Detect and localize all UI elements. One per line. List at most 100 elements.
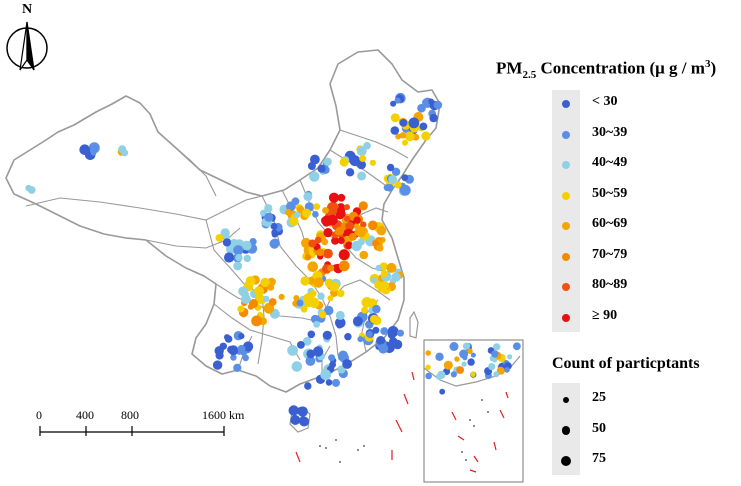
- legend-swatch: [562, 222, 570, 230]
- monitoring-point: [297, 341, 305, 349]
- monitoring-point: [328, 354, 336, 362]
- monitoring-point: [308, 239, 317, 248]
- taiwan-island: [409, 310, 419, 339]
- monitoring-point: [227, 345, 235, 354]
- monitoring-point: [215, 351, 224, 360]
- monitoring-point: [318, 310, 327, 319]
- inset-point: [443, 360, 453, 370]
- monitoring-point: [220, 228, 230, 238]
- inset-point: [507, 354, 513, 360]
- monitoring-point: [395, 133, 402, 140]
- inset-point: [454, 356, 460, 362]
- monitoring-point: [317, 164, 326, 173]
- monitoring-point: [233, 245, 244, 256]
- monitoring-point: [307, 330, 316, 339]
- inset-point: [439, 388, 446, 395]
- monitoring-point: [361, 297, 373, 308]
- monitoring-point: [428, 98, 435, 105]
- legend-swatch: [562, 191, 570, 200]
- monitoring-point: [238, 333, 245, 340]
- count-label: 75: [592, 451, 606, 466]
- monitoring-point: [358, 201, 368, 211]
- monitoring-points: [25, 92, 521, 427]
- monitoring-point: [402, 139, 408, 146]
- monitoring-point: [212, 360, 223, 370]
- inset-point: [488, 363, 496, 371]
- monitoring-point: [312, 346, 324, 357]
- monitoring-point: [293, 211, 301, 219]
- monitoring-point: [345, 241, 353, 250]
- monitoring-point: [329, 281, 340, 292]
- monitoring-point: [317, 292, 325, 300]
- legend-label: 30~39: [592, 124, 628, 140]
- monitoring-point: [419, 122, 428, 131]
- monitoring-point: [310, 154, 320, 165]
- monitoring-point: [359, 155, 367, 162]
- monitoring-point: [27, 186, 36, 194]
- count-legend-title: Count of particptants: [552, 355, 700, 372]
- count-swatch: [561, 426, 571, 435]
- legend-label: 50~59: [592, 185, 628, 201]
- monitoring-point: [336, 289, 345, 298]
- monitoring-point: [376, 244, 384, 252]
- legend-swatch: [562, 252, 570, 261]
- monitoring-point: [327, 264, 335, 272]
- monitoring-point: [375, 264, 382, 272]
- monitoring-point: [366, 330, 373, 338]
- monitoring-point: [336, 322, 343, 329]
- scale-label-400: 400: [76, 408, 94, 422]
- monitoring-point: [233, 363, 242, 372]
- monitoring-point: [323, 157, 332, 166]
- monitoring-point: [337, 207, 344, 214]
- inset-islands: [461, 399, 489, 461]
- monitoring-point: [237, 344, 246, 353]
- monitoring-point: [222, 238, 231, 247]
- monitoring-point: [337, 236, 345, 245]
- monitoring-point: [305, 356, 316, 366]
- monitoring-point: [421, 131, 431, 141]
- monitoring-point: [264, 204, 273, 213]
- monitoring-point: [386, 163, 395, 172]
- monitoring-point: [386, 262, 397, 273]
- inset-point: [449, 342, 459, 351]
- monitoring-point: [241, 294, 251, 304]
- monitoring-point: [352, 316, 363, 327]
- monitoring-point: [390, 126, 400, 135]
- monitoring-point: [353, 216, 361, 224]
- scale-label-800: 800: [121, 408, 139, 422]
- monitoring-point: [417, 103, 426, 113]
- inset-point: [492, 357, 498, 363]
- sea-islands: [319, 439, 365, 463]
- inset-point: [493, 371, 500, 378]
- monitoring-point: [293, 295, 300, 301]
- monitoring-point: [408, 117, 420, 129]
- monitoring-point: [264, 212, 274, 222]
- monitoring-point: [360, 221, 367, 228]
- monitoring-point: [327, 214, 338, 226]
- monitoring-point: [433, 100, 443, 110]
- monitoring-point: [387, 326, 399, 337]
- legend-label: 60~69: [592, 216, 628, 231]
- monitoring-point: [230, 354, 237, 361]
- monitoring-point: [248, 299, 259, 309]
- inset-point: [425, 350, 432, 356]
- monitoring-point: [327, 202, 338, 213]
- monitoring-point: [249, 238, 257, 246]
- monitoring-point: [369, 314, 379, 324]
- inset-point: [513, 342, 521, 351]
- legend-label: < 30: [592, 94, 618, 109]
- monitoring-point: [307, 261, 319, 273]
- monitoring-point: [331, 236, 340, 245]
- monitoring-point: [251, 315, 262, 327]
- monitoring-point: [399, 132, 407, 139]
- monitoring-point: [260, 277, 271, 288]
- monitoring-point: [334, 228, 341, 236]
- inset-point: [493, 343, 501, 351]
- count-swatch: [562, 396, 570, 404]
- monitoring-point: [394, 97, 401, 104]
- monitoring-point: [313, 203, 321, 211]
- monitoring-point: [284, 208, 292, 216]
- legend-swatch: [562, 313, 570, 322]
- monitoring-point: [394, 181, 402, 189]
- inset-point: [425, 372, 432, 380]
